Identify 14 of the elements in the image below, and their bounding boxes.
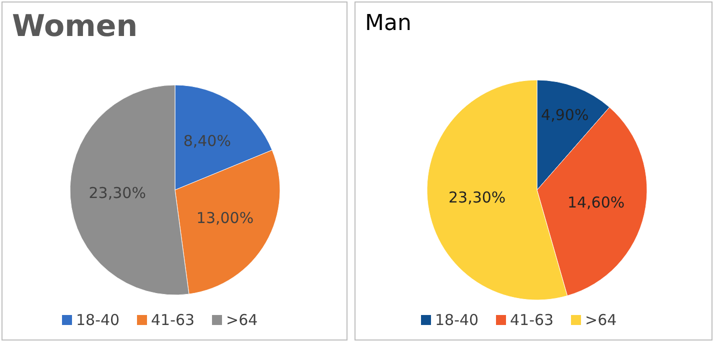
data-label: 23,30%	[88, 184, 146, 202]
data-label: 14,60%	[567, 193, 625, 212]
legend-label: 18-40	[76, 311, 120, 329]
legend-label: 41-63	[510, 311, 554, 329]
data-label: 4,90%	[541, 106, 589, 124]
chart-title: Women	[12, 9, 138, 44]
legend-label: >64	[585, 311, 617, 329]
legend-label: 18-40	[435, 311, 479, 329]
legend-label: 41-63	[151, 311, 195, 329]
chart-title: Man	[365, 11, 412, 36]
legend-label: >64	[226, 311, 258, 329]
data-label: 23,30%	[448, 188, 506, 207]
data-label: 13,00%	[196, 208, 254, 227]
data-label: 8,40%	[183, 132, 231, 150]
